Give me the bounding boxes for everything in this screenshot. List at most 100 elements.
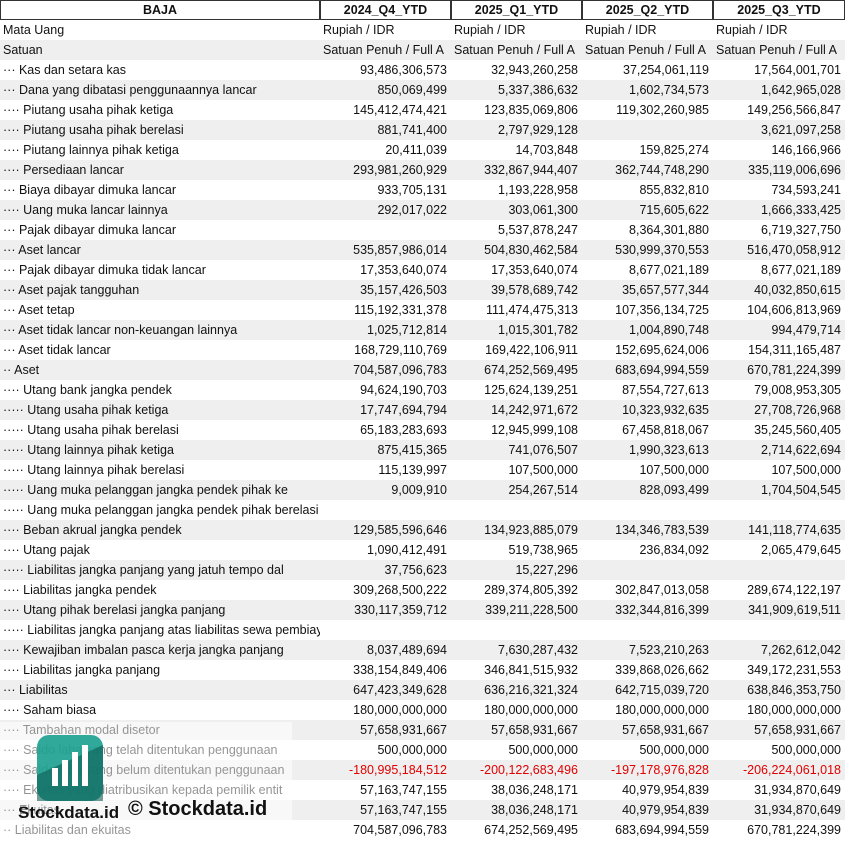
value-cell: 168,729,110,769: [354, 343, 447, 357]
value-cell: 292,017,022: [377, 203, 447, 217]
table-row: ····· Liabilitas jangka panjang yang jat…: [0, 560, 845, 580]
header-cell: 2025_Q3_YTD: [713, 0, 845, 20]
value-cell: 670,781,224,399: [747, 363, 841, 377]
value-cell: 27,708,726,968: [754, 403, 841, 417]
value-cell: 104,606,813,969: [747, 303, 841, 317]
value-cell: 339,211,228,500: [485, 603, 578, 617]
table-row: ····· Utang lainnya pihak ketiga 875,415,…: [0, 440, 845, 460]
value-cell: 32,943,260,258: [491, 63, 578, 77]
value-cell: 2,065,479,645: [761, 543, 841, 557]
value-cell: 38,036,248,171: [491, 783, 578, 797]
value-cell: 704,587,096,783: [353, 363, 447, 377]
row-label: ···· Utang pihak berelasi jangka panjang: [3, 603, 226, 617]
value-cell: 704,587,096,783: [353, 823, 447, 837]
value-cell: 309,268,500,222: [353, 583, 447, 597]
table-row: ···· Kewajiban imbalan pasca kerja jangk…: [0, 640, 845, 660]
value-cell: 12,945,999,108: [491, 423, 578, 437]
value-cell: 125,624,139,251: [484, 383, 578, 397]
row-label: ···· Piutang lainnya pihak ketiga: [3, 143, 179, 157]
value-cell: 134,923,885,079: [484, 523, 578, 537]
table-row: ···· Saham biasa 180,000,000,000 180,000,0…: [0, 700, 845, 720]
value-cell: 40,032,850,615: [754, 283, 841, 297]
value-cell: 7,262,612,042: [761, 643, 841, 657]
value-cell: 40,979,954,839: [622, 783, 709, 797]
header-row: BAJA 2024_Q4_YTD 2025_Q1_YTD 2025_Q2_YTD 202…: [0, 0, 845, 20]
value-cell: 7,630,287,432: [498, 643, 578, 657]
value-cell: 741,076,507: [508, 443, 578, 457]
table-row: ···· Persediaan lancar 293,981,260,929 332…: [0, 160, 845, 180]
value-cell: 362,744,748,290: [615, 163, 709, 177]
value-cell: 20,411,039: [385, 143, 447, 157]
value-cell: 303,061,300: [508, 203, 578, 217]
value-cell: 8,037,489,694: [367, 643, 447, 657]
row-label: ····· Liabilitas jangka panjang atas lia…: [3, 623, 320, 637]
value-cell: 8,364,301,880: [629, 223, 709, 237]
value-cell: 10,323,932,635: [622, 403, 709, 417]
row-label: ···· Liabilitas jangka pendek: [3, 583, 157, 597]
row-label: ···· Utang pajak: [3, 543, 90, 557]
value-cell: 57,658,931,667: [491, 723, 578, 737]
value-cell: 5,537,878,247: [498, 223, 578, 237]
value-cell: 141,118,774,635: [748, 523, 841, 537]
value-cell: 875,415,365: [377, 443, 447, 457]
value-cell: 35,157,426,503: [360, 283, 447, 297]
row-label: ·· Aset: [3, 363, 40, 377]
value-cell: 341,909,619,511: [748, 603, 841, 617]
value-cell: 530,999,370,553: [615, 243, 709, 257]
value-cell: -206,224,061,018: [742, 763, 841, 777]
value-cell: 115,192,331,378: [354, 303, 447, 317]
value-cell: 683,694,994,559: [615, 823, 709, 837]
row-label: ··· Aset tidak lancar: [3, 343, 111, 357]
row-label: ····· Utang usaha pihak berelasi: [3, 423, 179, 437]
value-cell: 1,015,301,782: [498, 323, 578, 337]
table-row: ···· Piutang lainnya pihak ketiga 20,411,…: [0, 140, 845, 160]
row-label: ···· Liabilitas jangka panjang: [3, 663, 161, 677]
value-cell: 2,714,622,694: [761, 443, 841, 457]
table-row: ···· Utang pihak berelasi jangka panjang…: [0, 600, 845, 620]
table-row: ····· Liabilitas jangka panjang atas lia…: [0, 620, 845, 640]
value-cell: 31,934,870,649: [754, 783, 841, 797]
value-cell: 17,353,640,074: [491, 263, 578, 277]
header-cell: 2025_Q1_YTD: [451, 0, 582, 20]
value-cell: 1,193,228,958: [498, 183, 578, 197]
row-label: ···· Persediaan lancar: [3, 163, 124, 177]
value-cell: 734,593,241: [771, 183, 841, 197]
row-label: ···· Uang muka lancar lainnya: [3, 203, 168, 217]
value-cell: 881,741,400: [377, 123, 447, 137]
row-label: ····· Uang muka pelanggan jangka pendek …: [3, 503, 319, 517]
value-cell: 180,000,000,000: [484, 703, 578, 717]
value-cell: 332,344,816,399: [615, 603, 709, 617]
value-cell: Rupiah / IDR: [585, 23, 657, 37]
row-label: ···· Piutang usaha pihak ketiga: [3, 103, 174, 117]
table-row: ····· Uang muka pelanggan jangka pendek …: [0, 480, 845, 500]
row-label: ··· Aset tidak lancar non-keuangan lainn…: [3, 323, 238, 337]
value-cell: 933,705,131: [377, 183, 447, 197]
value-cell: 330,117,359,712: [354, 603, 447, 617]
value-cell: 129,585,596,646: [353, 523, 447, 537]
value-cell: 500,000,000: [377, 743, 447, 757]
table-row: ··· Dana yang dibatasi penggunaannya lan…: [0, 80, 845, 100]
row-label: ····· Utang lainnya pihak berelasi: [3, 463, 185, 477]
row-label: ··· Biaya dibayar dimuka lancar: [3, 183, 176, 197]
value-cell: 519,738,965: [508, 543, 578, 557]
value-cell: 180,000,000,000: [353, 703, 447, 717]
value-cell: 15,227,296: [515, 563, 578, 577]
value-cell: 642,715,039,720: [615, 683, 709, 697]
header-cell: 2024_Q4_YTD: [320, 0, 451, 20]
table-row: ··· Pajak dibayar dimuka lancar 5,537,878…: [0, 220, 845, 240]
row-label: ····· Liabilitas jangka panjang yang jat…: [3, 563, 284, 577]
value-cell: 107,500,000: [508, 463, 578, 477]
value-cell: 8,677,021,189: [761, 263, 841, 277]
table-row: ··· Liabilitas 647,423,349,628 636,216,321…: [0, 680, 845, 700]
table-row: ···· Beban akrual jangka pendek 129,585,5…: [0, 520, 845, 540]
value-cell: 149,256,566,847: [747, 103, 841, 117]
row-label: ····· Uang muka pelanggan jangka pendek …: [3, 483, 288, 497]
table-row: ····· Utang usaha pihak berelasi 65,183,2…: [0, 420, 845, 440]
value-cell: 500,000,000: [508, 743, 578, 757]
value-cell: 93,486,306,573: [360, 63, 447, 77]
value-cell: 38,036,248,171: [491, 803, 578, 817]
value-cell: 107,356,134,725: [615, 303, 709, 317]
value-cell: 107,500,000: [639, 463, 709, 477]
table-row: ···· Utang pajak 1,090,412,491 519,738,965…: [0, 540, 845, 560]
row-label: ···· Saham biasa: [3, 703, 97, 717]
